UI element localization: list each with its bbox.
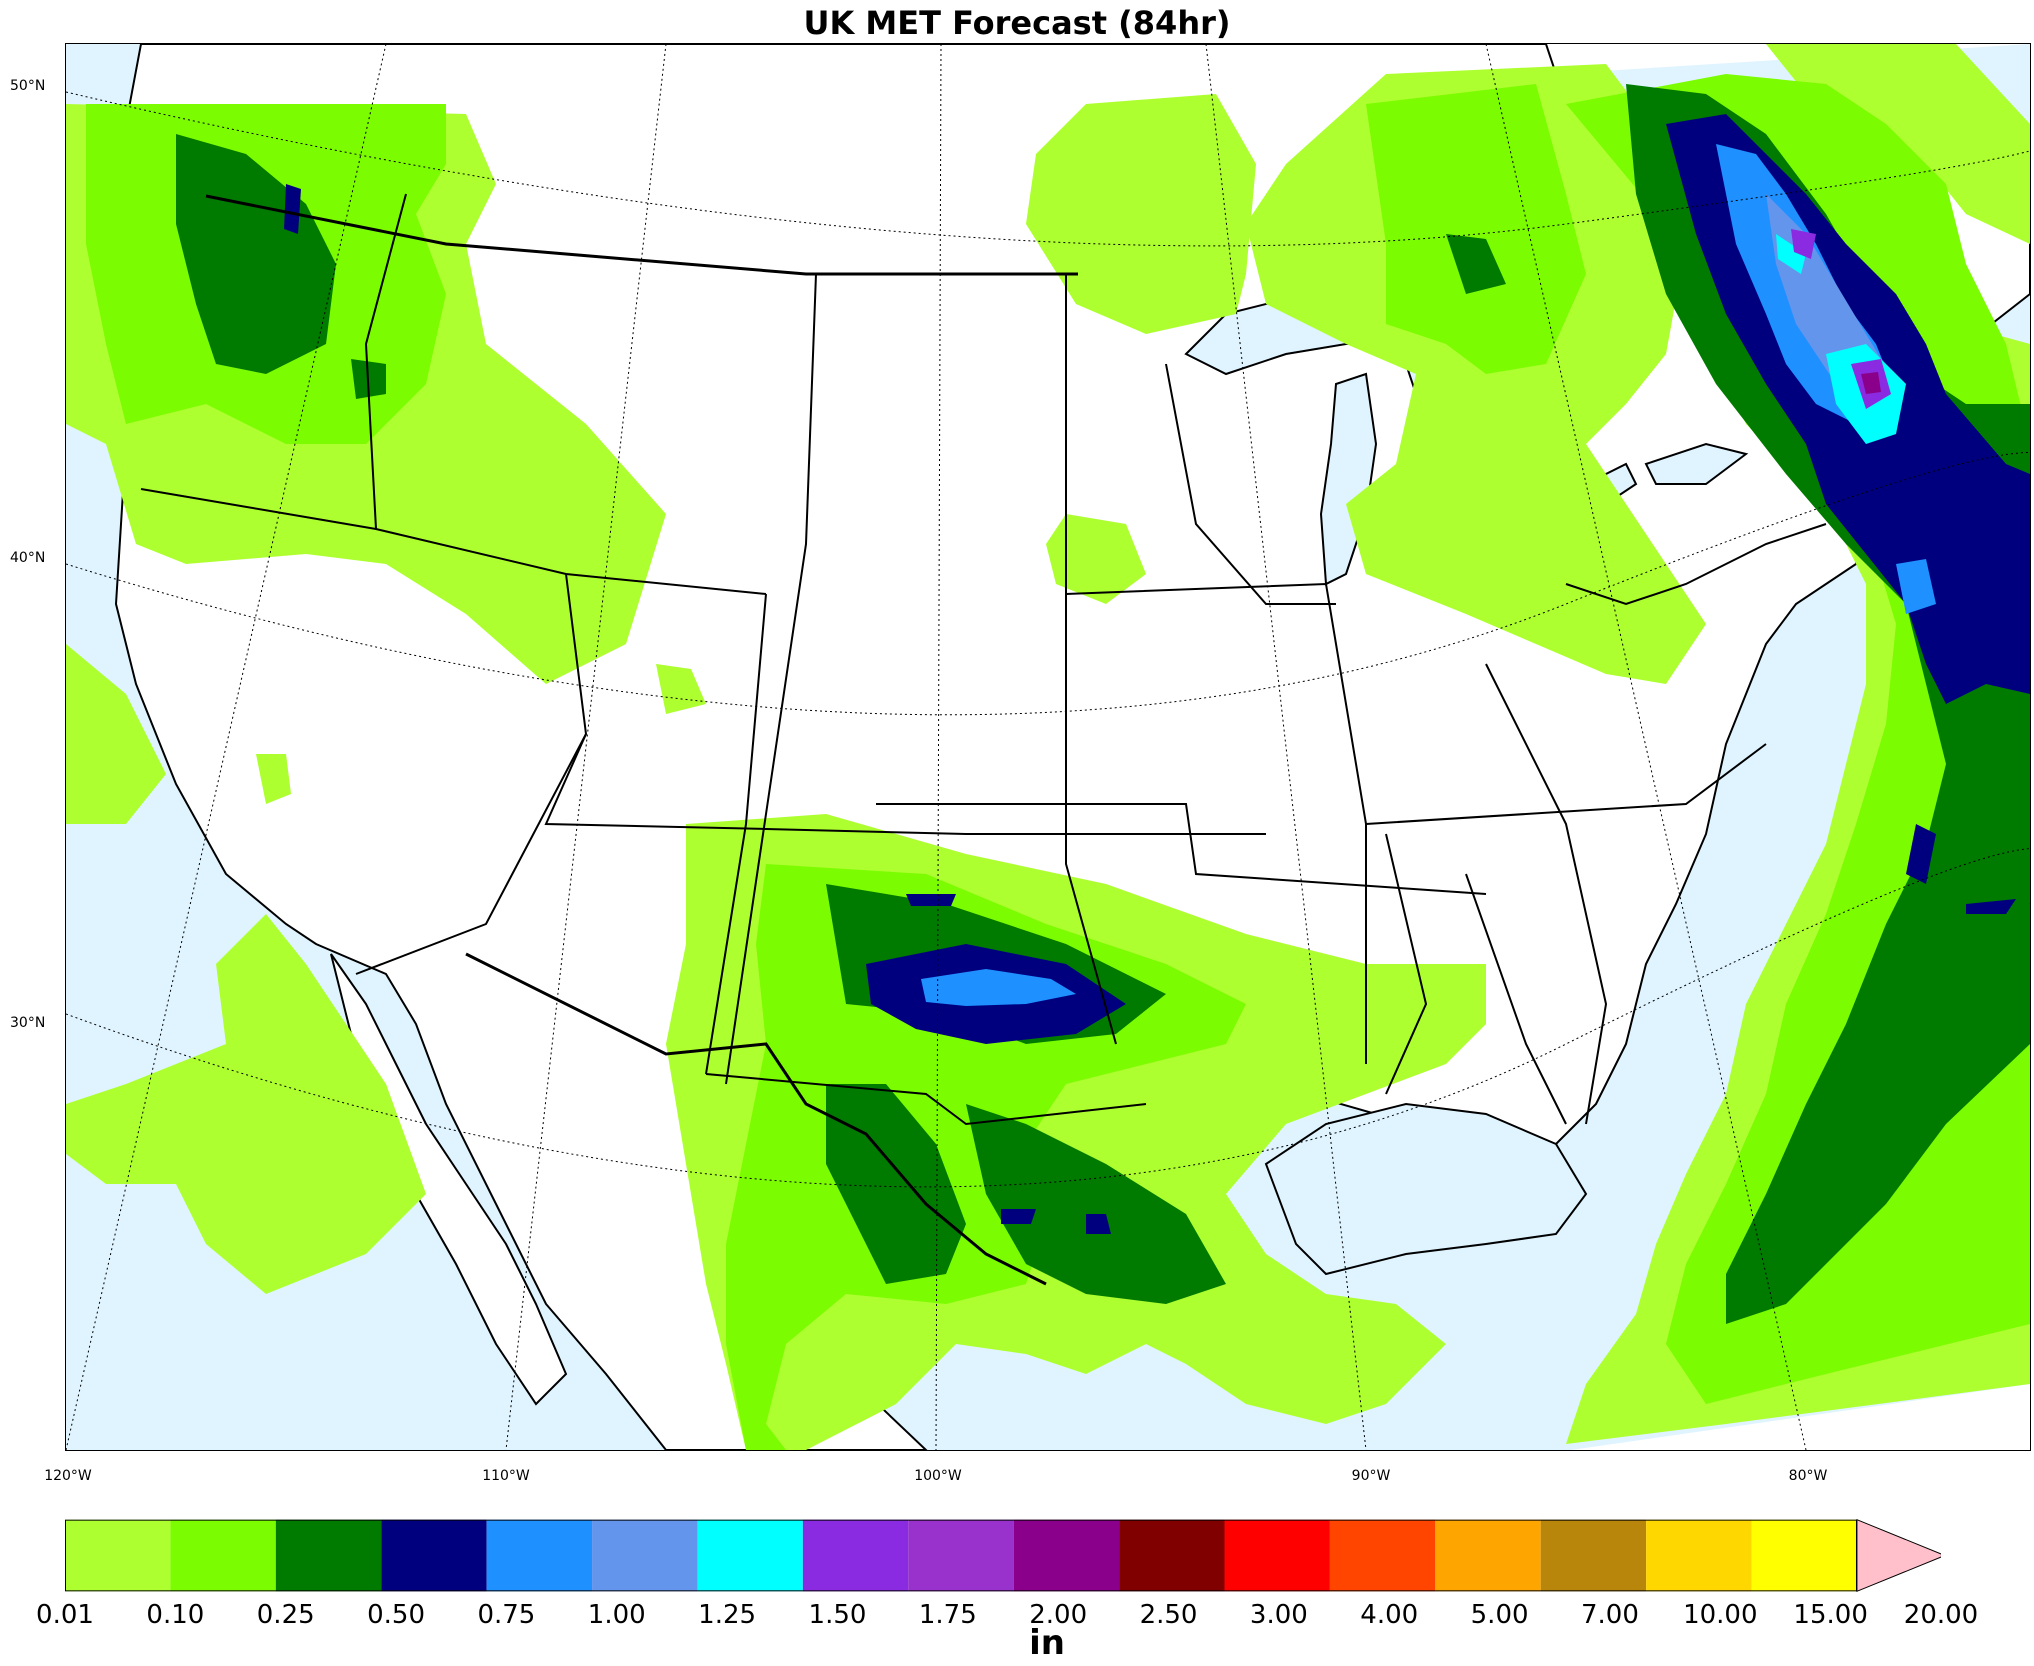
colorbar-swatch: [170, 1520, 275, 1592]
colorbar-swatch: [487, 1520, 592, 1592]
colorbar-swatch: [1752, 1520, 1857, 1592]
colorbar-unit-label: in: [0, 1623, 2034, 1663]
colorbar-swatch: [1119, 1520, 1224, 1592]
colorbar-swatch: [1646, 1520, 1751, 1592]
colorbar-swatch: [1330, 1520, 1435, 1592]
colorbar-swatch: [1541, 1520, 1646, 1592]
colorbar-swatch: [592, 1520, 697, 1592]
map-title: UK MET Forecast (84hr): [0, 4, 2034, 42]
lat-label-40n: 40°N: [10, 550, 45, 566]
lon-label-80w: 80°W: [1789, 1468, 1828, 1484]
colorbar-swatch: [803, 1520, 908, 1592]
lon-label-110w: 110°W: [482, 1468, 530, 1484]
colorbar-swatch: [276, 1520, 381, 1592]
colorbar: [65, 1518, 1941, 1593]
lat-label-30n: 30°N: [10, 1015, 45, 1031]
colorbar-swatch: [381, 1520, 486, 1592]
colorbar-extend-arrow: [1857, 1520, 1941, 1592]
lat-label-50n: 50°N: [10, 78, 45, 94]
colorbar-swatch: [1435, 1520, 1540, 1592]
precipitation-map: [65, 43, 2031, 1451]
colorbar-swatch: [697, 1520, 802, 1592]
colorbar-swatch: [908, 1520, 1013, 1592]
lon-label-90w: 90°W: [1352, 1468, 1391, 1484]
lon-label-100w: 100°W: [914, 1468, 962, 1484]
colorbar-swatch: [1224, 1520, 1329, 1592]
colorbar-swatch: [1014, 1520, 1119, 1592]
colorbar-swatch: [65, 1520, 170, 1592]
lon-label-120w: 120°W: [44, 1468, 92, 1484]
